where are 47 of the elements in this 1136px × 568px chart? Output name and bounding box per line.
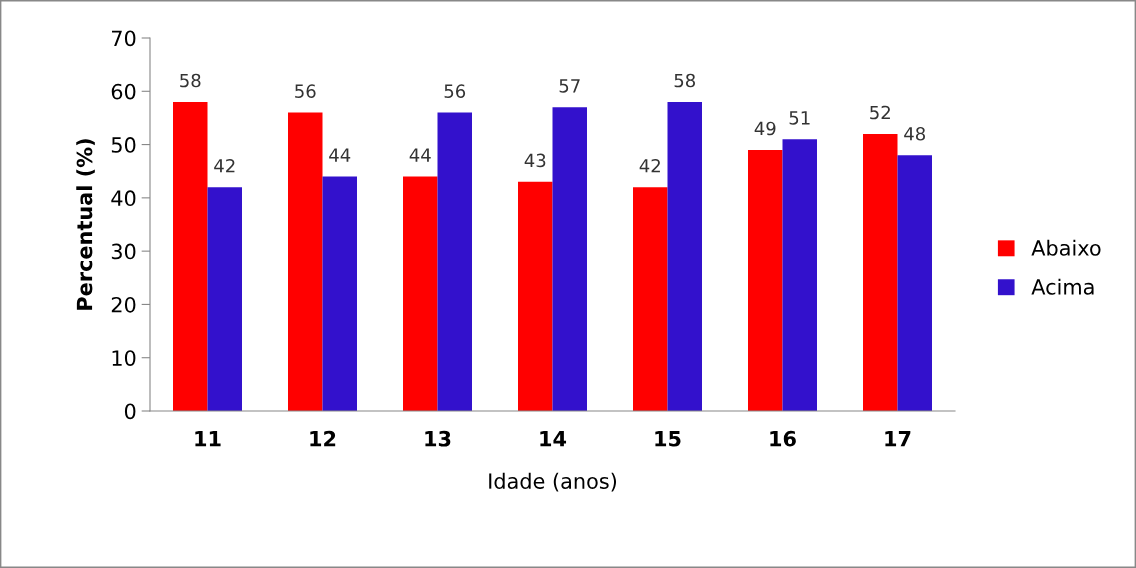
bar xyxy=(322,176,357,411)
bar xyxy=(437,112,472,411)
y-tick-label: 10 xyxy=(112,350,136,366)
data-label: 44 xyxy=(329,148,351,162)
data-label: 56 xyxy=(444,84,466,98)
bar xyxy=(863,133,898,411)
data-label: 58 xyxy=(180,73,201,88)
bar xyxy=(782,139,817,411)
data-label: 56 xyxy=(295,84,316,98)
y-tick-label: 20 xyxy=(111,296,136,313)
data-label: 49 xyxy=(754,121,776,136)
y-tick-label: 30 xyxy=(111,243,136,260)
y-tick-label: 50 xyxy=(111,137,136,153)
bar xyxy=(207,187,242,411)
data-label: 52 xyxy=(870,105,890,120)
x-tick-label: 14 xyxy=(540,431,567,447)
bar xyxy=(288,112,323,411)
y-tick-label: 70 xyxy=(112,30,136,47)
data-label: 51 xyxy=(789,111,810,125)
bar xyxy=(173,101,208,411)
x-tick-label: 12 xyxy=(310,430,336,447)
y-axis-title: Percentual (%) xyxy=(76,139,95,310)
x-tick-label: 16 xyxy=(770,430,796,447)
bar xyxy=(403,176,438,411)
x-tick-label: 17 xyxy=(885,431,911,447)
data-label: 43 xyxy=(524,153,546,168)
bar xyxy=(667,101,702,411)
bar xyxy=(748,149,783,411)
bar xyxy=(897,155,932,411)
bar xyxy=(518,181,553,411)
data-label: 44 xyxy=(409,148,431,162)
x-axis-title: Idade (anos) xyxy=(489,472,617,492)
x-tick-label: 15 xyxy=(655,431,681,447)
bar xyxy=(552,107,587,411)
y-tick-label: 60 xyxy=(111,83,136,100)
x-tick-label: 11 xyxy=(195,431,221,447)
data-label: 48 xyxy=(904,126,925,141)
x-tick-label: 13 xyxy=(425,430,451,447)
data-label: 57 xyxy=(559,79,580,93)
bar xyxy=(633,187,668,411)
data-label: 42 xyxy=(214,158,235,173)
data-label: 58 xyxy=(674,73,695,88)
y-tick-label: 40 xyxy=(111,190,136,207)
legend-label: Abaixo xyxy=(1031,239,1101,256)
y-tick-label: 0 xyxy=(124,403,136,420)
legend-label: Acima xyxy=(1031,278,1094,295)
data-label: 42 xyxy=(639,158,660,173)
